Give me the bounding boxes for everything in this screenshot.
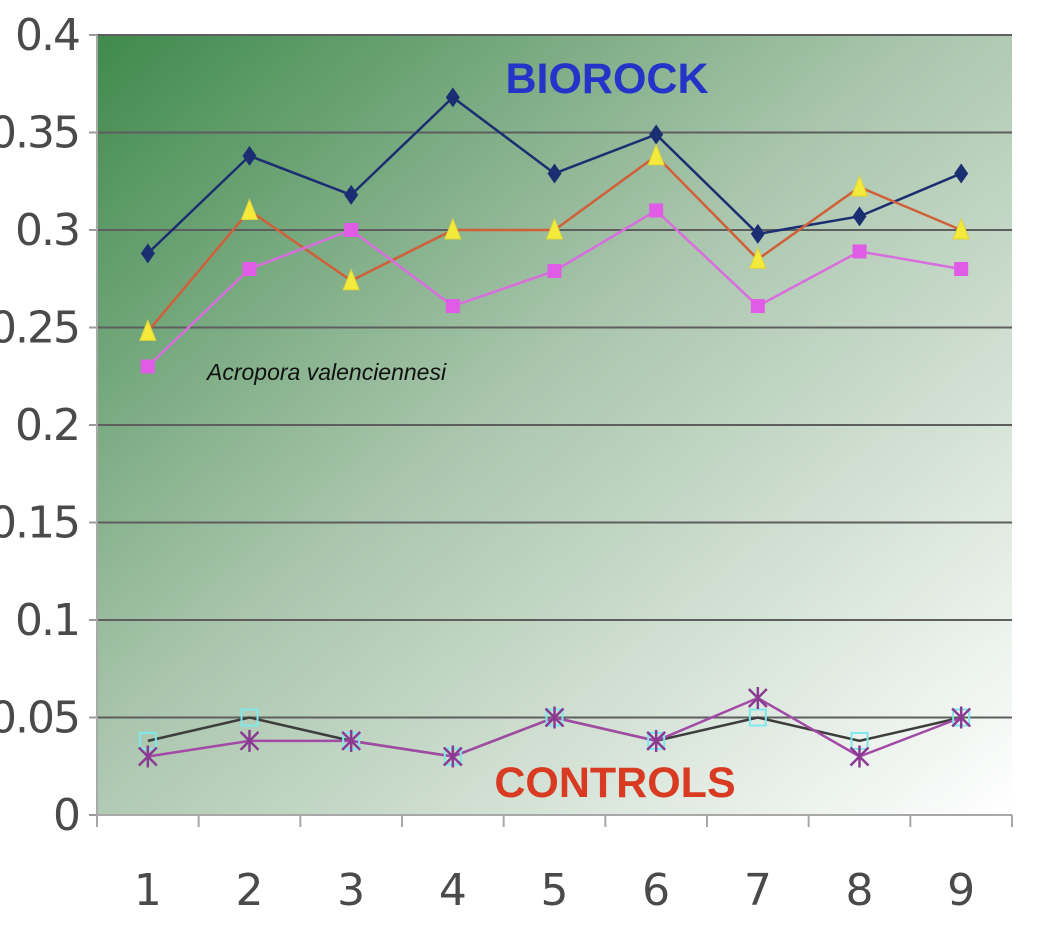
data-point-series-1: [344, 184, 359, 205]
data-point-series-1: [140, 243, 155, 264]
data-point-series-3: [852, 244, 867, 259]
x-tick-label: 4: [439, 865, 467, 916]
data-point-series-4: [748, 708, 767, 727]
data-point-series-3: [750, 299, 765, 314]
data-point-series-5: [951, 706, 972, 729]
annotation-species: Acropora valenciennesi: [205, 359, 447, 385]
data-point-series-5: [442, 745, 463, 768]
y-tick-label: 0.25: [0, 303, 79, 354]
data-point-series-2: [240, 198, 259, 220]
x-tick-label: 3: [337, 865, 365, 916]
data-point-series-2: [850, 174, 869, 197]
data-point-series-5: [137, 745, 158, 768]
data-point-series-1: [750, 223, 765, 244]
data-point-series-3: [954, 262, 969, 276]
axes: [89, 34, 1013, 827]
y-tick-label: 0.3: [15, 205, 79, 256]
y-tick-label: 0.35: [0, 108, 79, 159]
data-point-series-4: [240, 708, 259, 727]
data-point-series-3: [344, 223, 359, 237]
y-tick-label: 0.1: [15, 595, 79, 646]
y-tick-label: 0: [53, 790, 79, 841]
x-tick-label: 6: [642, 865, 670, 916]
x-tick-label: 2: [236, 865, 264, 916]
x-tick-label: 8: [846, 865, 874, 916]
data-point-series-1: [547, 163, 562, 184]
data-point-series-3: [649, 203, 664, 218]
data-point-series-3: [242, 262, 257, 276]
y-tick-label: 0.05: [0, 693, 79, 744]
x-tick-label: 9: [947, 865, 975, 916]
data-point-series-5: [341, 729, 362, 752]
data-point-series-5: [646, 729, 667, 752]
annotation-biorock: BIOROCK: [505, 55, 708, 103]
x-tick-label: 5: [541, 865, 569, 916]
data-point-series-1: [852, 206, 867, 227]
data-point-series-2: [139, 319, 157, 341]
data-point-series-1: [242, 145, 257, 166]
y-tick-label: 0.15: [0, 498, 79, 549]
data-point-series-5: [239, 729, 260, 752]
tick-labels: 0 0.05 0.1 0.15 0.2 0.25 0.3 0.35 0.4 1 2 3 4 5 6 7 8 9: [0, 10, 975, 916]
y-tick-label: 0.2: [15, 400, 79, 451]
data-point-series-1: [445, 87, 460, 108]
x-tick-label: 1: [134, 865, 162, 916]
data-point-series-5: [544, 706, 565, 729]
data-point-series-3: [445, 299, 460, 314]
data-point-series-2: [749, 246, 767, 269]
data-point-series-5: [849, 745, 870, 768]
data-point-series-2: [545, 217, 564, 240]
data-point-series-5: [747, 687, 768, 709]
data-point-series-2: [444, 217, 462, 240]
annotation-controls: CONTROLS: [494, 759, 735, 807]
data-point-series-3: [547, 263, 562, 278]
series-markers: [137, 87, 972, 768]
data-point-series-2: [952, 217, 970, 240]
data-point-series-1: [954, 163, 969, 184]
data-point-series-2: [647, 143, 665, 166]
data-point-series-2: [342, 268, 360, 291]
x-tick-label: 7: [744, 865, 772, 916]
data-point-series-3: [140, 359, 155, 374]
y-tick-label: 0.4: [15, 10, 79, 61]
data-point-series-1: [649, 124, 664, 145]
